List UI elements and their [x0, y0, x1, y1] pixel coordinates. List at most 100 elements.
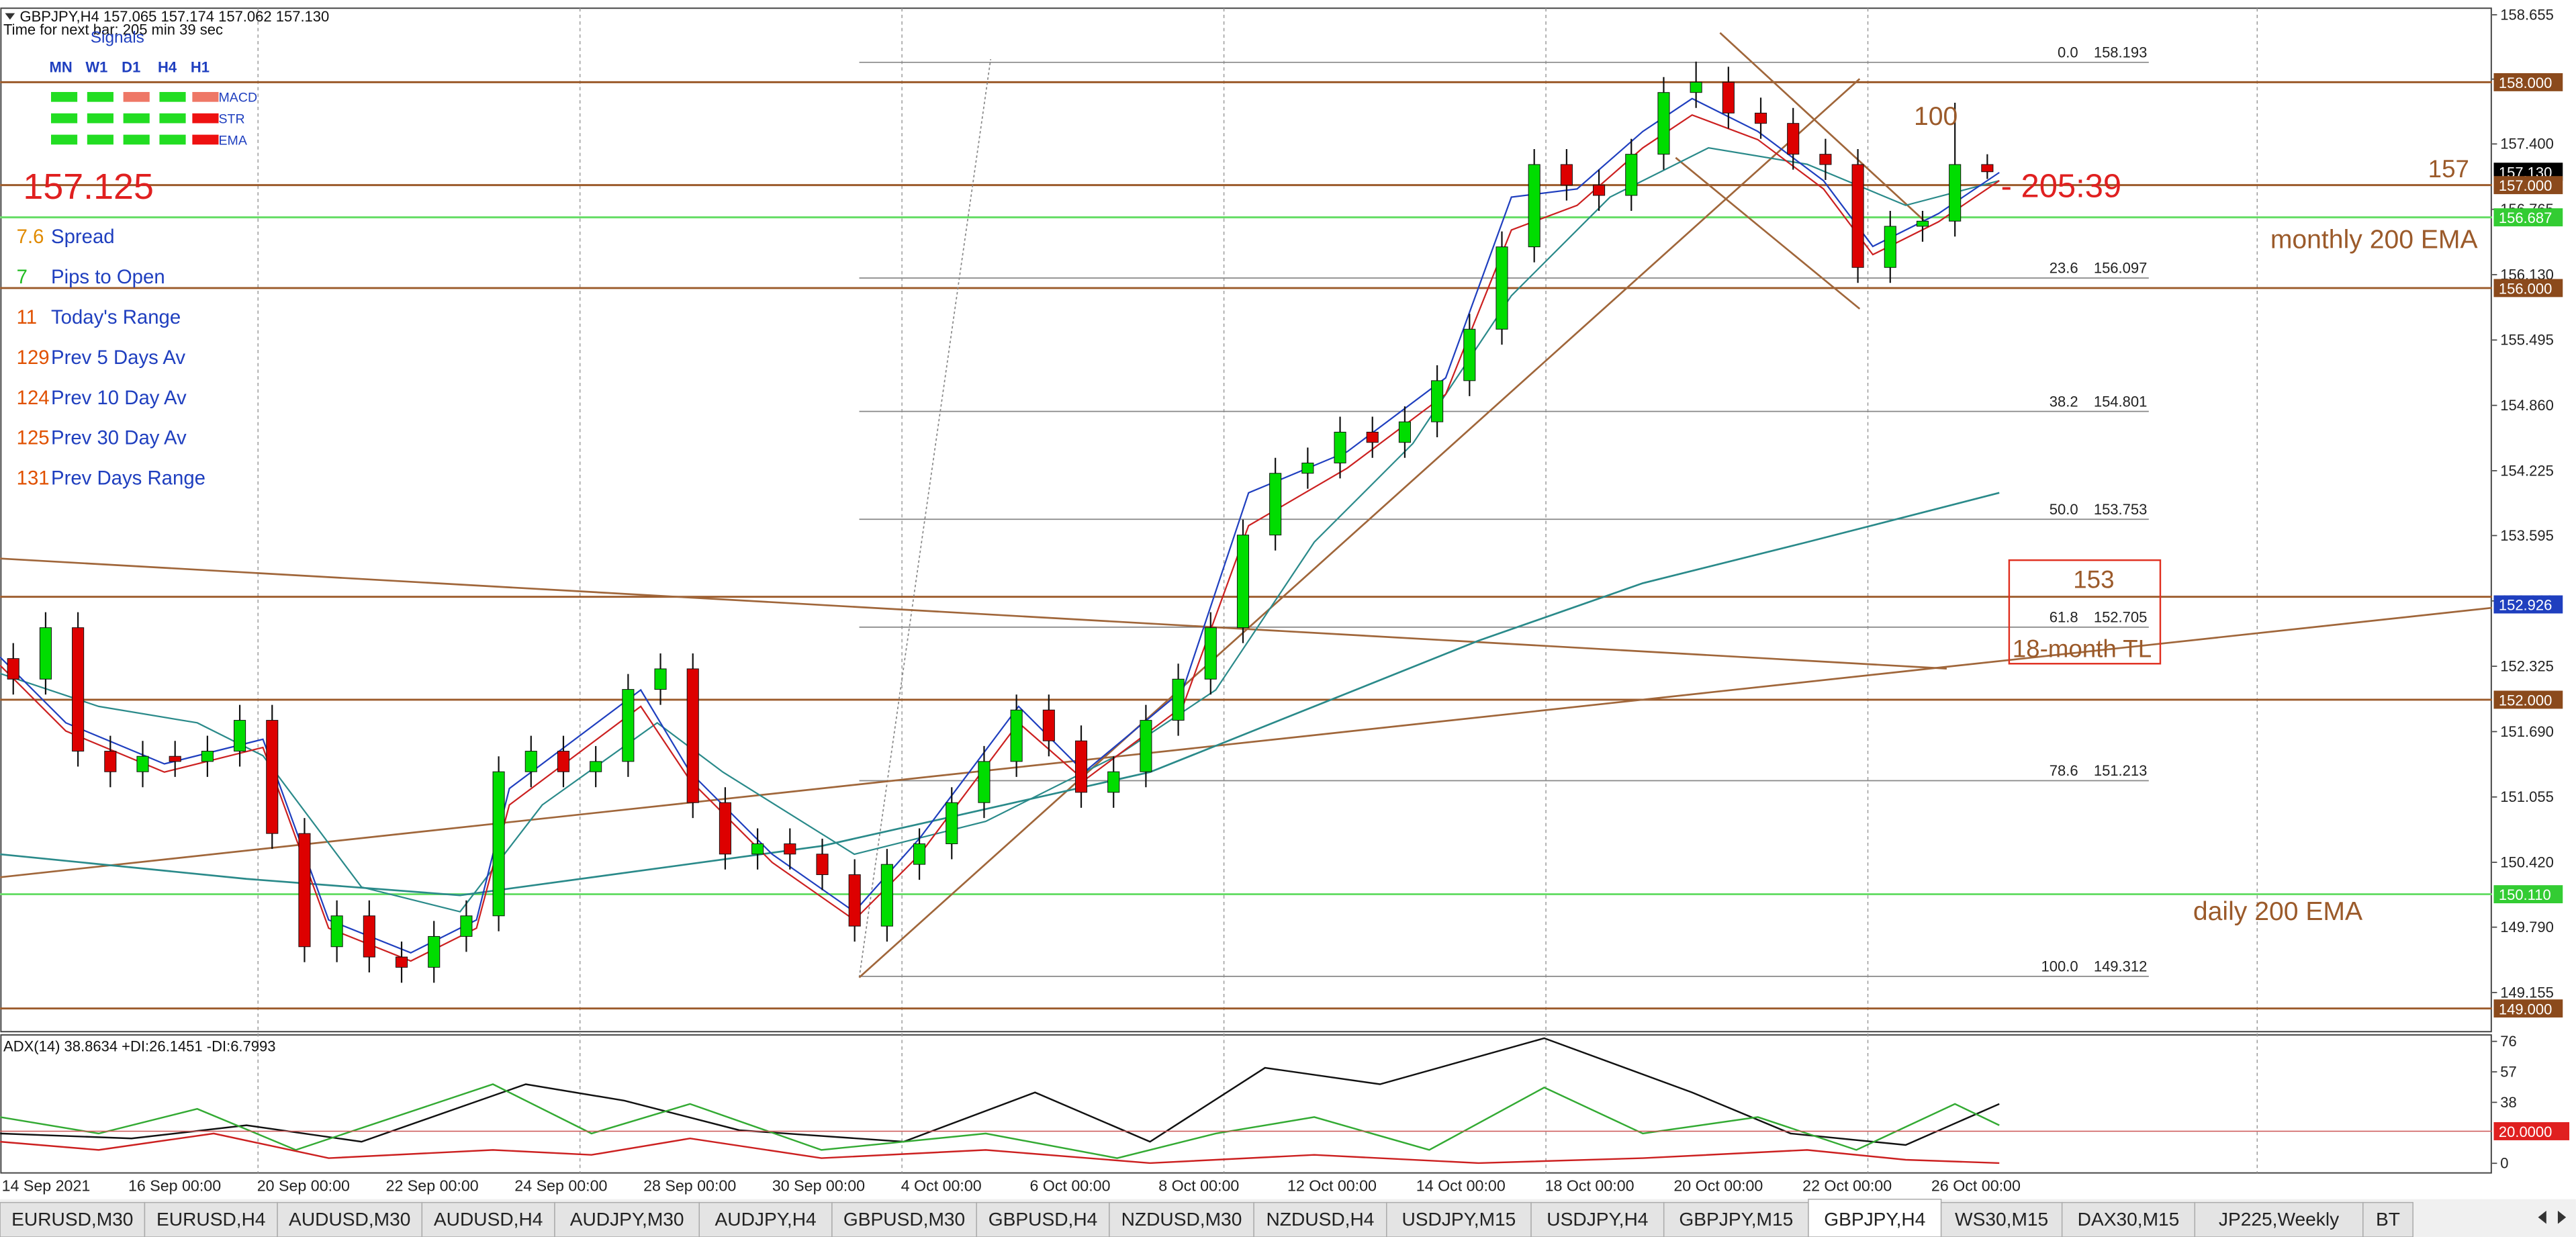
timeframe-label: H1 — [191, 59, 210, 76]
tab-label[interactable]: NZDUSD,H4 — [1266, 1209, 1374, 1230]
tab[interactable] — [2061, 1201, 2196, 1237]
annotations: 100 157 - 205:39 monthly 200 EMA 153 18-month… — [1914, 102, 2479, 926]
candle-body — [1334, 431, 1346, 463]
price-tag — [2493, 999, 2563, 1018]
tab[interactable] — [976, 1201, 1110, 1237]
tab[interactable] — [1663, 1201, 1809, 1237]
tab[interactable] — [144, 1201, 278, 1237]
annotation: 153 — [2073, 566, 2114, 594]
main-frame — [0, 7, 2492, 1033]
trendline-18-month — [0, 557, 1947, 670]
x-tick-label: 20 Oct 00:00 — [1673, 1177, 1763, 1195]
candle-body — [946, 802, 958, 844]
tab[interactable] — [1940, 1201, 2063, 1237]
tab-label[interactable]: AUDUSD,H4 — [434, 1209, 543, 1230]
candle-body — [395, 956, 408, 968]
tab-label[interactable]: USDJPY,H4 — [1547, 1209, 1648, 1230]
candle-body — [1301, 462, 1314, 474]
price-tag — [2493, 208, 2563, 227]
candle-body — [1528, 164, 1540, 248]
tab[interactable] — [1386, 1201, 1532, 1237]
fib-baseline — [858, 58, 992, 978]
tab-label[interactable]: BT — [2376, 1209, 2400, 1230]
tab-label[interactable]: WS30,M15 — [1955, 1209, 2048, 1230]
fib-price: 152.705 — [2094, 609, 2148, 626]
price-tag — [2493, 279, 2563, 297]
candle-body — [1042, 709, 1055, 741]
price-tag — [2493, 595, 2563, 614]
timeframe-label: H4 — [158, 59, 177, 76]
price-tag-label: 150.110 — [2499, 886, 2551, 903]
price-tag — [2493, 176, 2563, 195]
adx-level-label: 20.0000 — [2499, 1124, 2552, 1140]
tab[interactable] — [698, 1201, 833, 1237]
tab-label[interactable]: GBPJPY,H4 — [1824, 1209, 1925, 1230]
tab-label[interactable]: AUDJPY,M30 — [570, 1209, 684, 1230]
tab-label[interactable]: DAX30,M15 — [2078, 1209, 2180, 1230]
tab[interactable] — [1109, 1201, 1254, 1237]
tab[interactable] — [0, 1201, 146, 1237]
tab[interactable] — [2362, 1201, 2413, 1237]
price-axis: 158.655158.030157.400156.765156.130155.4… — [2492, 0, 2576, 1199]
tab[interactable] — [1253, 1201, 1387, 1237]
fib-price: 158.193 — [2094, 44, 2148, 60]
tab-label[interactable]: EURUSD,M30 — [11, 1209, 133, 1230]
candle-body — [848, 874, 861, 927]
x-tick-label: 20 Sep 00:00 — [257, 1177, 350, 1195]
candle-body — [169, 755, 181, 762]
tab-label[interactable]: AUDUSD,M30 — [289, 1209, 410, 1230]
adx-tick-label: 38 — [2500, 1094, 2516, 1111]
price-tag-label: 149.000 — [2499, 1001, 2552, 1017]
tab-label[interactable]: JP225,Weekly — [2219, 1209, 2339, 1230]
candle-body — [234, 720, 246, 752]
trendline-channel — [858, 78, 1861, 978]
trendline-wedge-bottom — [1675, 156, 1861, 310]
signal-bar — [159, 134, 186, 145]
candle-body — [816, 854, 829, 875]
candle-body — [1431, 380, 1444, 422]
candle-body — [557, 751, 570, 772]
candle-body — [524, 751, 537, 772]
signal-bar — [51, 91, 78, 102]
annotation: 157 — [2428, 155, 2469, 183]
tab-label[interactable]: EURUSD,H4 — [156, 1209, 266, 1230]
tab[interactable] — [554, 1201, 700, 1237]
adx-frame — [0, 1034, 2492, 1174]
tab-label[interactable]: GBPUSD,M30 — [843, 1209, 965, 1230]
candle-body — [428, 935, 441, 968]
candle-body — [1463, 328, 1476, 381]
tab[interactable] — [2194, 1201, 2364, 1237]
tab-scroll-right[interactable] — [2557, 1210, 2567, 1224]
ema-mid — [0, 147, 2000, 913]
tab-label[interactable]: GBPJPY,M15 — [1679, 1209, 1793, 1230]
stat-value: 129 — [17, 347, 50, 369]
fib-level: 38.2 — [2050, 393, 2078, 410]
price-tag-label: 156.687 — [2499, 210, 2552, 226]
minus-di-line — [0, 1132, 2000, 1164]
fib-price: 149.312 — [2094, 958, 2148, 975]
y-tick-label: 153.595 — [2500, 527, 2554, 544]
timeframe-label: MN — [50, 59, 73, 76]
candle-body — [72, 627, 85, 752]
stat-label: Spread — [51, 226, 115, 248]
tab-label[interactable]: NZDUSD,M30 — [1121, 1209, 1242, 1230]
candle-body — [298, 833, 311, 948]
tab[interactable] — [421, 1201, 555, 1237]
tab-scroll-left[interactable] — [2538, 1210, 2546, 1224]
tab[interactable] — [1808, 1199, 1942, 1237]
tab-label[interactable]: GBPUSD,H4 — [988, 1209, 1098, 1230]
tab-label[interactable]: AUDJPY,H4 — [715, 1209, 817, 1230]
price-tag — [2493, 885, 2563, 904]
y-tick-label: 151.690 — [2500, 723, 2554, 740]
fib-level: 0.0 — [2058, 44, 2078, 60]
y-tick-label: 154.860 — [2500, 397, 2554, 414]
y-tick-label: 154.225 — [2500, 462, 2554, 479]
stat-value: 131 — [17, 467, 50, 490]
price-tag-label: 158.000 — [2499, 75, 2552, 91]
tab-label[interactable]: USDJPY,M15 — [1401, 1209, 1516, 1230]
adx-tick-label: 57 — [2500, 1063, 2516, 1080]
signal-bar — [51, 113, 78, 124]
stat-value: 7.6 — [17, 226, 44, 248]
adx-lines — [0, 1037, 2000, 1164]
